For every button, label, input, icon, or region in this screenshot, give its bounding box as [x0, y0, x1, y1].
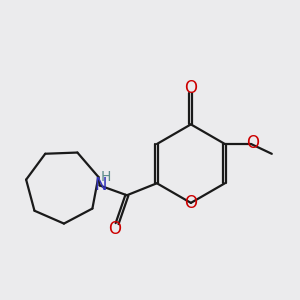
Text: N: N [94, 176, 107, 194]
Text: O: O [246, 134, 259, 152]
Text: O: O [184, 79, 197, 97]
Text: O: O [184, 194, 197, 212]
Text: H: H [101, 170, 111, 184]
Text: O: O [108, 220, 122, 238]
